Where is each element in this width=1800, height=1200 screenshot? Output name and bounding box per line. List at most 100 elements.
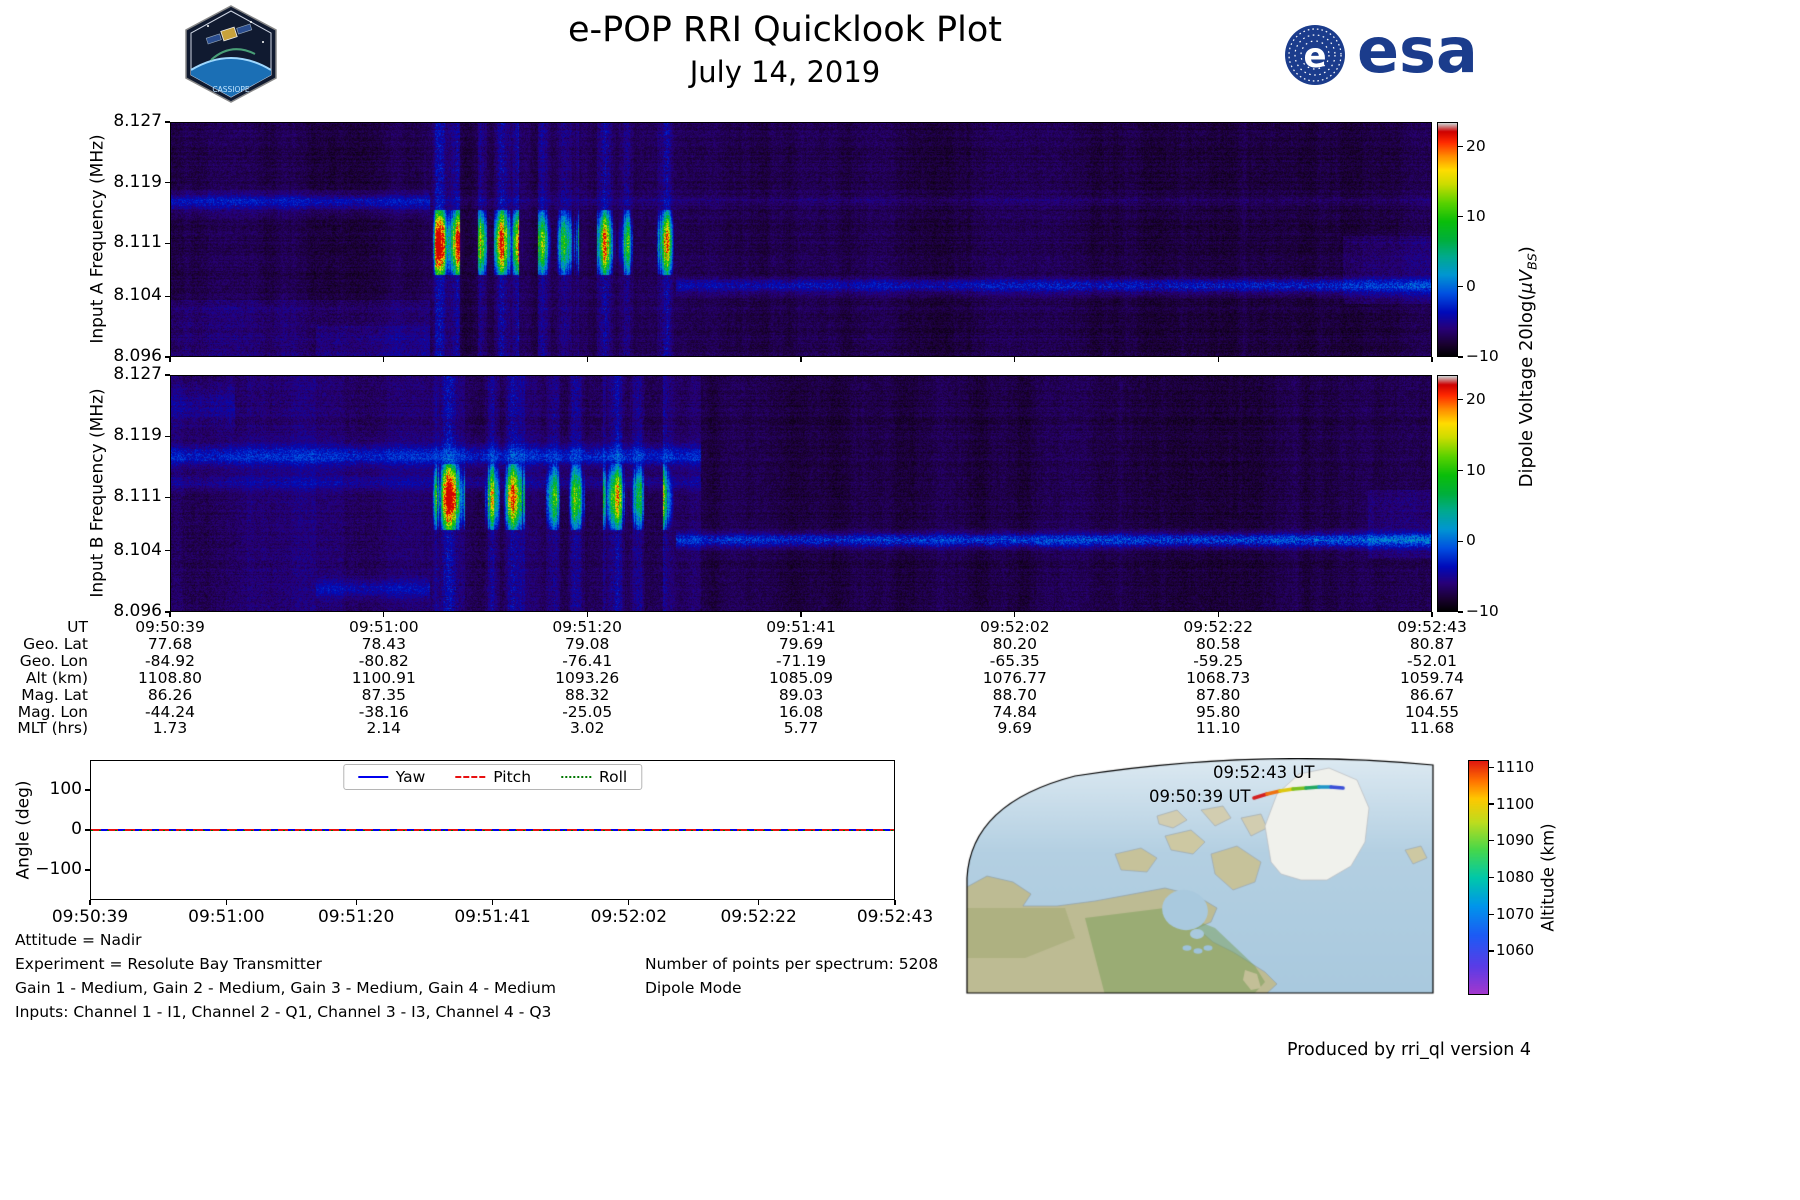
angle-ytick-label: −100 xyxy=(35,859,82,879)
tick-mark xyxy=(1489,840,1494,842)
satellite-icon xyxy=(205,23,253,45)
tick-mark xyxy=(165,295,170,297)
tick-mark xyxy=(85,869,90,871)
ephemeris-value: 95.80 xyxy=(1196,702,1241,721)
freq-tick-label: 8.096 xyxy=(113,601,162,621)
spectrogram-a-frame xyxy=(170,122,1432,357)
altitude-tick-label: 1110 xyxy=(1496,757,1535,776)
tick-mark xyxy=(1489,766,1494,768)
ephemeris-value: 88.70 xyxy=(992,685,1037,704)
tick-mark xyxy=(1217,612,1219,617)
tick-mark xyxy=(169,612,171,617)
spectrogram-a-canvas xyxy=(171,123,1431,356)
header-titles: e-POP RRI Quicklook Plot July 14, 2019 xyxy=(155,10,1415,89)
altitude-tick-label: 1100 xyxy=(1496,794,1535,813)
tick-mark xyxy=(1458,611,1463,613)
ephemeris-value: -65.35 xyxy=(989,651,1040,670)
tick-mark xyxy=(628,900,630,905)
roll-line xyxy=(91,829,894,831)
cassiope-mission-logo: CASSIOPE xyxy=(185,5,277,103)
freq-tick-label: 8.096 xyxy=(113,346,162,366)
ephemeris-value: -44.24 xyxy=(145,702,195,721)
ephemeris-value: 9.69 xyxy=(997,719,1033,738)
colorbar-b-frame xyxy=(1437,375,1458,612)
ephemeris-value: 86.67 xyxy=(1409,685,1455,704)
altitude-tick-label: 1080 xyxy=(1496,868,1535,886)
tick-mark xyxy=(894,900,896,905)
ephemeris-value: -71.19 xyxy=(776,651,826,670)
ground-track-map xyxy=(965,758,1435,995)
spectrogram-b-frame xyxy=(170,375,1432,612)
ephemeris-value: 1093.26 xyxy=(555,668,620,687)
legend-item-roll: Roll xyxy=(561,768,627,786)
tick-mark xyxy=(165,242,170,244)
esa-emblem-icon: e xyxy=(1285,25,1345,85)
tick-mark xyxy=(355,900,357,905)
spectrogram-b-canvas xyxy=(171,376,1431,611)
altitude-colorbar-label-text: Altitude (km) xyxy=(1538,822,1558,932)
tick-mark xyxy=(165,121,170,123)
tick-mark xyxy=(1489,876,1494,879)
map-end-time-label: 09:52:43 UT xyxy=(1213,763,1315,782)
esa-logo-text: esa xyxy=(1357,14,1478,87)
tick-mark xyxy=(1458,216,1463,218)
ephemeris-value: -84.92 xyxy=(145,651,195,670)
tick-mark xyxy=(800,612,802,617)
ephemeris-row-label: Geo. Lat xyxy=(23,634,88,653)
colorbar-b-canvas xyxy=(1438,376,1457,611)
ephemeris-row-label: UT xyxy=(67,618,88,636)
colorbar-tick-label: −10 xyxy=(1466,347,1499,365)
ephemeris-value: 09:52:22 xyxy=(1183,618,1254,636)
ephemeris-value: 87.35 xyxy=(361,685,406,704)
ephemeris-value: -59.25 xyxy=(1193,651,1244,670)
ephemeris-value: 87.80 xyxy=(1196,685,1241,704)
ephemeris-value: 09:51:00 xyxy=(348,618,419,636)
angle-xtick-label: 09:52:43 xyxy=(856,907,934,927)
tick-mark xyxy=(1217,357,1219,362)
altitude-colorbar-frame xyxy=(1468,760,1489,995)
tick-mark xyxy=(85,829,90,831)
legend-label: Yaw xyxy=(395,768,426,786)
angle-ytick-label: 0 xyxy=(71,819,82,839)
experiment-note: Experiment = Resolute Bay Transmitter xyxy=(15,955,322,973)
angle-xtick-label: 09:50:39 xyxy=(51,907,129,927)
angle-xtick-label: 09:52:02 xyxy=(590,907,668,927)
ephemeris-value: 80.87 xyxy=(1409,634,1455,653)
tick-mark xyxy=(586,612,588,617)
tick-mark xyxy=(165,550,170,552)
ephemeris-value: 88.32 xyxy=(565,685,610,704)
tick-mark xyxy=(1489,803,1494,805)
legend-item-pitch: Pitch xyxy=(455,768,531,786)
colorbar-tick-label: 20 xyxy=(1466,389,1486,408)
freq-tick-label: 8.111 xyxy=(113,232,162,253)
inputs-note: Inputs: Channel 1 - I1, Channel 2 - Q1, … xyxy=(15,1003,552,1021)
angle-ytick-label: 100 xyxy=(49,779,82,799)
tick-mark xyxy=(169,357,171,362)
ephemeris-value: 1059.74 xyxy=(1399,668,1465,687)
altitude-tick-label: 1060 xyxy=(1496,941,1535,960)
altitude-tick-label: 1070 xyxy=(1496,904,1535,923)
colorbar-label-prefix: Dipole Voltage 20log( xyxy=(1516,293,1538,488)
freq-tick-label: 8.104 xyxy=(113,285,162,306)
ephemeris-value: 09:50:39 xyxy=(135,618,205,636)
tick-mark xyxy=(165,611,170,613)
gains-note: Gain 1 - Medium, Gain 2 - Medium, Gain 3… xyxy=(15,979,556,997)
colorbar-label-text: Dipole Voltage 20log(μVBS) xyxy=(1516,246,1540,487)
ephemeris-value: 09:52:43 xyxy=(1397,618,1467,636)
ephemeris-value: 79.08 xyxy=(565,634,610,653)
colorbar-a-frame xyxy=(1437,122,1458,357)
ephemeris-value: 09:51:41 xyxy=(766,618,836,636)
ephemeris-value: 16.08 xyxy=(778,702,824,721)
ephemeris-value: 11.68 xyxy=(1409,719,1455,738)
tick-mark xyxy=(1458,540,1463,542)
colorbar-tick-label: 0 xyxy=(1466,276,1476,295)
angle-xtick-label: 09:52:22 xyxy=(720,907,797,927)
svg-text:e: e xyxy=(1303,36,1326,76)
ephemeris-value: -52.01 xyxy=(1407,651,1457,670)
colorbar-tick-label: 10 xyxy=(1466,206,1486,225)
angle-xtick-label: 09:51:00 xyxy=(188,907,265,927)
tick-mark xyxy=(85,789,90,791)
dipole-mode-note: Dipole Mode xyxy=(645,979,742,997)
ephemeris-value: 80.20 xyxy=(992,634,1037,653)
tick-mark xyxy=(165,496,170,498)
